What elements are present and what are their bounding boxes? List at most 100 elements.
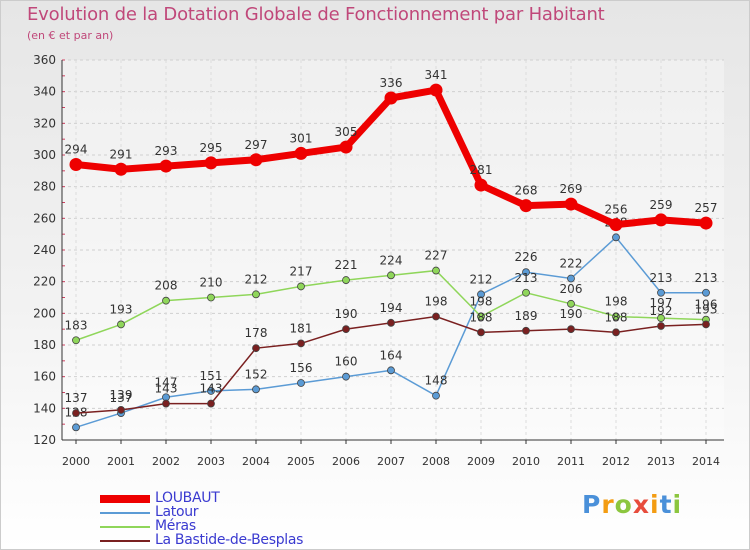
data-point bbox=[252, 290, 260, 299]
x-tick-label: 2009 bbox=[467, 455, 495, 468]
x-tick-label: 2012 bbox=[602, 455, 630, 468]
data-label: 221 bbox=[335, 258, 358, 272]
data-point bbox=[297, 379, 305, 387]
x-tick-label: 2005 bbox=[287, 455, 315, 468]
data-point bbox=[567, 299, 575, 308]
data-label: 196 bbox=[695, 298, 718, 312]
logo-letter: x bbox=[632, 490, 650, 519]
data-label: 212 bbox=[470, 272, 493, 286]
data-label: 198 bbox=[470, 295, 493, 309]
data-label: 143 bbox=[155, 382, 178, 396]
data-label: 190 bbox=[560, 307, 583, 321]
x-tick-label: 2007 bbox=[377, 455, 405, 468]
data-point bbox=[117, 406, 125, 414]
data-point bbox=[567, 325, 575, 334]
data-point bbox=[207, 399, 215, 408]
data-label: 139 bbox=[110, 388, 133, 402]
data-point bbox=[162, 296, 170, 305]
data-label: 137 bbox=[110, 391, 133, 405]
data-label: 341 bbox=[425, 68, 448, 82]
data-label: 213 bbox=[650, 271, 673, 285]
data-label: 213 bbox=[515, 271, 538, 285]
data-point bbox=[564, 197, 578, 211]
x-tick-label: 2004 bbox=[242, 455, 270, 468]
data-label: 148 bbox=[425, 374, 448, 388]
data-label: 224 bbox=[380, 253, 403, 267]
data-label: 213 bbox=[695, 271, 718, 285]
data-point bbox=[654, 213, 668, 227]
data-label: 222 bbox=[560, 257, 583, 271]
legend-label: Latour bbox=[155, 504, 199, 520]
x-tick-label: 2006 bbox=[332, 455, 360, 468]
data-point bbox=[567, 274, 575, 283]
y-tick-label: 280 bbox=[33, 180, 56, 194]
data-point bbox=[117, 320, 125, 329]
data-point bbox=[429, 83, 443, 97]
data-label: 257 bbox=[695, 201, 718, 215]
data-point bbox=[72, 423, 80, 432]
data-label: 297 bbox=[245, 138, 268, 152]
legend-swatch bbox=[100, 526, 150, 528]
series-latour: 1281371471511521561601641482122262222482… bbox=[65, 215, 718, 432]
data-label: 188 bbox=[605, 310, 628, 324]
data-label: 268 bbox=[515, 184, 538, 198]
data-label: 208 bbox=[155, 279, 178, 293]
data-point bbox=[702, 288, 710, 297]
y-tick-label: 320 bbox=[33, 116, 56, 130]
x-tick-label: 2002 bbox=[152, 455, 180, 468]
x-tick-label: 2011 bbox=[557, 455, 585, 468]
data-point bbox=[609, 218, 623, 232]
data-point bbox=[342, 276, 350, 284]
y-tick-label: 140 bbox=[33, 401, 56, 415]
data-point bbox=[699, 216, 713, 230]
y-tick-label: 340 bbox=[33, 85, 56, 99]
data-point bbox=[72, 409, 80, 417]
data-label: 217 bbox=[290, 264, 313, 278]
data-point bbox=[252, 344, 260, 353]
data-label: 156 bbox=[290, 361, 313, 375]
legend-swatch bbox=[100, 540, 150, 542]
data-point bbox=[522, 268, 530, 277]
data-point bbox=[207, 387, 215, 395]
logo-letter: o bbox=[614, 490, 633, 519]
data-label: 178 bbox=[245, 326, 268, 340]
logo-letter: i bbox=[650, 490, 660, 519]
data-label: 181 bbox=[290, 321, 313, 335]
y-tick-label: 160 bbox=[33, 370, 56, 384]
data-label: 336 bbox=[380, 76, 403, 90]
x-tick-label: 2000 bbox=[62, 455, 90, 468]
data-point bbox=[477, 290, 485, 299]
x-tick-label: 2008 bbox=[422, 455, 450, 468]
data-point bbox=[612, 312, 620, 321]
data-point bbox=[384, 91, 398, 105]
x-tick-label: 2001 bbox=[107, 455, 135, 468]
data-point bbox=[297, 339, 305, 348]
data-label: 160 bbox=[335, 355, 358, 369]
legend-label: La Bastide-de-Besplas bbox=[155, 532, 304, 548]
data-label: 212 bbox=[245, 272, 268, 286]
data-label: 197 bbox=[650, 296, 673, 310]
data-point bbox=[387, 318, 395, 327]
x-tick-label: 2010 bbox=[512, 455, 540, 468]
y-tick-label: 300 bbox=[33, 148, 56, 162]
legend-swatch bbox=[100, 495, 150, 503]
data-label: 269 bbox=[560, 182, 583, 196]
data-label: 291 bbox=[110, 147, 133, 161]
data-point bbox=[474, 178, 488, 192]
y-tick-label: 260 bbox=[33, 211, 56, 225]
data-point bbox=[159, 159, 173, 173]
data-point bbox=[252, 385, 260, 394]
data-label: 190 bbox=[335, 307, 358, 321]
data-label: 295 bbox=[200, 141, 223, 155]
data-label: 188 bbox=[470, 310, 493, 324]
data-point bbox=[657, 314, 665, 322]
logo-letter: i bbox=[672, 490, 683, 519]
data-point bbox=[72, 336, 80, 345]
data-point bbox=[519, 199, 533, 213]
data-point bbox=[477, 328, 485, 337]
logo-letter: r bbox=[601, 490, 615, 519]
legend-swatch bbox=[100, 512, 150, 514]
x-tick-label: 2013 bbox=[647, 455, 675, 468]
data-point bbox=[204, 156, 218, 170]
